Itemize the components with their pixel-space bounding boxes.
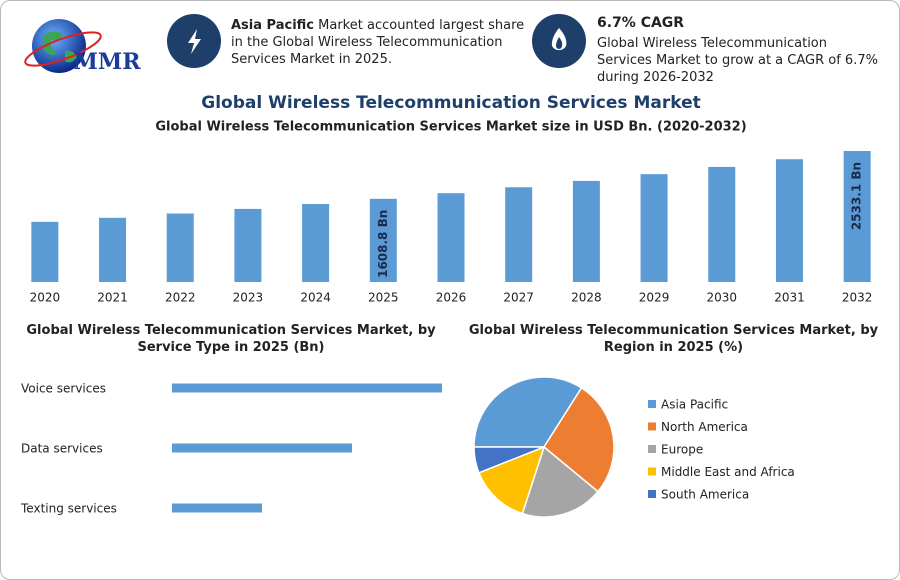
card-icon: [532, 14, 586, 68]
card-highlight: Asia Pacific: [231, 18, 315, 33]
card-text: Global Wireless Telecommunication Servic…: [597, 36, 878, 85]
info-card: Asia Pacific Market accounted largest sh…: [231, 17, 526, 68]
y-tick-label: Data services: [21, 442, 103, 456]
legend-label: North America: [661, 420, 748, 434]
bar: [437, 193, 465, 282]
x-tick-label: 2022: [165, 291, 196, 305]
x-tick-label: 2032: [842, 291, 873, 305]
x-tick-label: 2026: [436, 291, 467, 305]
bar: [369, 198, 397, 282]
page-title: Global Wireless Telecommunication Servic…: [201, 93, 700, 113]
bar: [166, 213, 194, 282]
x-tick-label: 2021: [97, 291, 128, 305]
bar: [775, 159, 803, 282]
x-tick-label: 2029: [639, 291, 670, 305]
legend-label: South America: [661, 488, 749, 502]
chart-title: Global Wireless Telecommunication Servic…: [155, 120, 746, 135]
pie-slice: [473, 446, 545, 474]
bar: [572, 180, 600, 282]
bar: [99, 217, 127, 282]
bar: [31, 221, 59, 282]
x-tick-label: 2027: [503, 291, 534, 305]
bar: [172, 383, 442, 393]
logo-text: MMR: [74, 49, 142, 75]
legend-swatch: [648, 445, 656, 453]
bar: [640, 174, 668, 282]
bar: [708, 166, 736, 282]
bar: [234, 208, 262, 282]
legend-label: Middle East and Africa: [661, 465, 795, 479]
logo: MMR: [24, 19, 142, 75]
x-tick-label: 2024: [300, 291, 331, 305]
legend-swatch: [648, 490, 656, 498]
chart-title: Global Wireless Telecommunication Servic…: [26, 323, 436, 355]
bar: [302, 204, 330, 282]
card-icon: [167, 14, 221, 68]
data-label: 2533.1 Bn: [850, 162, 864, 230]
pie-slice: [477, 445, 546, 515]
y-tick-label: Voice services: [21, 382, 106, 396]
bar: [505, 187, 533, 282]
x-tick-label: 2030: [706, 291, 737, 305]
x-tick-label: 2023: [233, 291, 264, 305]
bar: [843, 151, 871, 282]
legend-swatch: [648, 467, 656, 476]
legend-swatch: [648, 400, 656, 408]
x-tick-label: 2031: [774, 291, 805, 305]
legend-label: Asia Pacific: [661, 398, 728, 412]
info-card: 6.7% CAGR Global Wireless Telecommunicat…: [597, 15, 882, 86]
legend-swatch: [648, 422, 656, 431]
bar: [172, 503, 262, 513]
y-tick-label: Texting services: [20, 502, 117, 516]
chart-title: Global Wireless Telecommunication Servic…: [468, 323, 879, 355]
x-tick-label: 2028: [571, 291, 602, 305]
x-tick-label: 2020: [30, 291, 61, 305]
bar: [172, 443, 353, 453]
card-heading: 6.7% CAGR: [597, 15, 685, 31]
x-tick-label: 2025: [368, 291, 399, 305]
card-text: Market accounted largest share in the Gl…: [231, 18, 525, 67]
pie-slice: [543, 386, 615, 493]
data-label: 1608.8 Bn: [376, 210, 390, 278]
pie-slice: [521, 445, 599, 518]
legend-label: Europe: [661, 443, 703, 457]
